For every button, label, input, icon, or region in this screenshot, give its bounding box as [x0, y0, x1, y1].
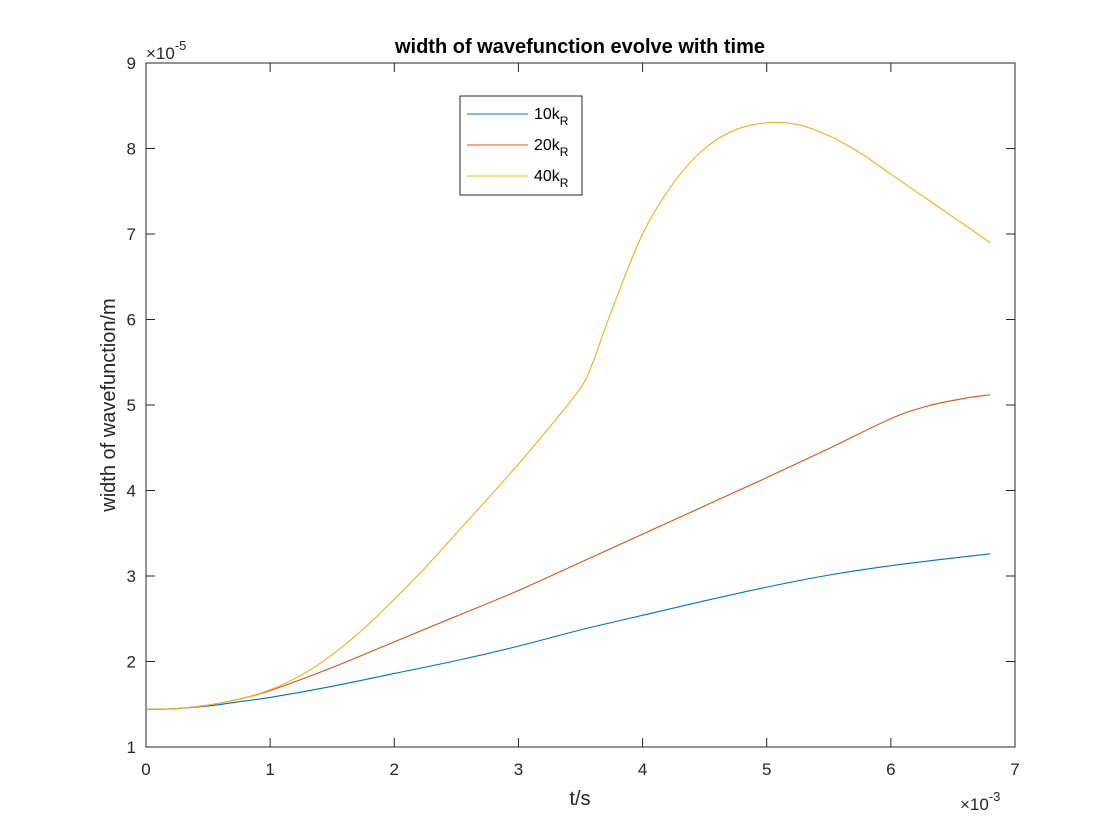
legend-label-20kR-main: 20k	[534, 137, 561, 154]
x-tick-label: 0	[141, 760, 150, 779]
x-multiplier-exponent: -3	[989, 789, 1001, 804]
y-tick-label: 5	[127, 396, 136, 415]
x-tick-label: 4	[638, 760, 647, 779]
legend-label-40kR: 40kR	[534, 168, 569, 190]
y-axis-label: width of wavefunction/m	[98, 298, 120, 512]
x-tick-label: 2	[390, 760, 399, 779]
x-multiplier-base: ×10	[960, 795, 989, 814]
x-tick-label: 5	[762, 760, 771, 779]
y-tick-label: 6	[127, 311, 136, 330]
chart-title: width of wavefunction evolve with time	[394, 36, 765, 58]
y-tick-label: 8	[127, 140, 136, 159]
x-axis-label: t/s	[569, 788, 590, 810]
y-tick-label: 9	[127, 54, 136, 73]
y-tick-label: 2	[127, 653, 136, 672]
y-tick-label: 1	[127, 738, 136, 757]
y-axis-multiplier: ×10-5	[146, 38, 186, 63]
y-tick-label: 7	[127, 225, 136, 244]
legend-label-10kR-sub: R	[560, 114, 569, 128]
legend-label-20kR: 20kR	[534, 137, 569, 159]
x-tick-label: 6	[886, 760, 895, 779]
y-multiplier-exponent: -5	[175, 38, 187, 53]
legend: 10kR 20kR 40kR	[459, 95, 583, 196]
x-tick-label: 7	[1010, 760, 1019, 779]
series-line-10kR	[145, 553, 991, 710]
x-tick-label: 1	[265, 760, 274, 779]
legend-label-10kR: 10kR	[534, 106, 569, 128]
legend-label-20kR-sub: R	[560, 145, 569, 159]
legend-label-10kR-main: 10k	[534, 106, 561, 123]
y-multiplier-base: ×10	[146, 44, 175, 63]
y-tick-label: 4	[127, 482, 136, 501]
legend-label-40kR-sub: R	[560, 176, 569, 190]
series-line-40kR	[145, 121, 991, 710]
y-tick-label: 3	[127, 567, 136, 586]
x-tick-label: 3	[514, 760, 523, 779]
legend-label-40kR-main: 40k	[534, 168, 561, 185]
series-layer	[145, 121, 991, 710]
x-axis-multiplier: ×10-3	[960, 789, 1000, 814]
